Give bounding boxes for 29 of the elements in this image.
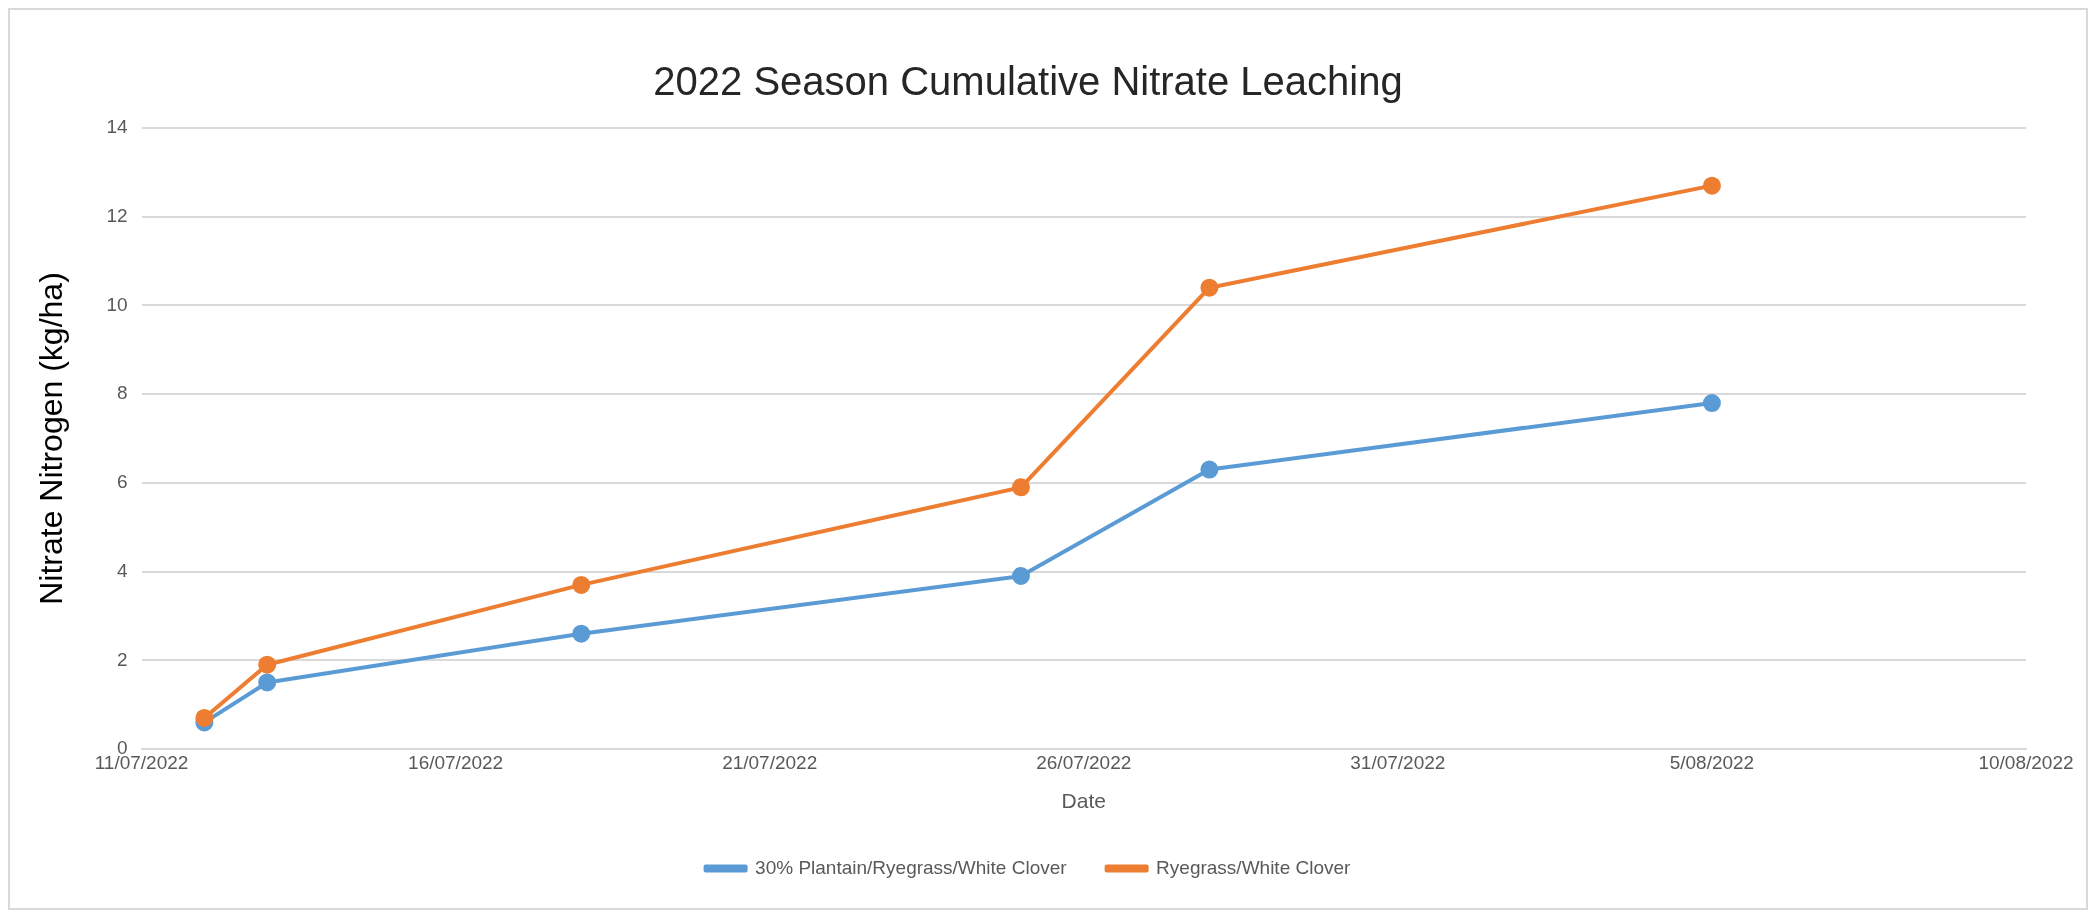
y-tick-label: 10 [106,293,128,315]
point [572,624,591,643]
point [195,708,214,727]
x-tick-label: 5/08/2022 [1669,751,1755,773]
point [1702,394,1721,413]
legend-label: Ryegrass/White Clover [1156,856,1352,878]
point [1011,567,1030,586]
y-axis-title: Nitrate Nitrogen (kg/ha) [33,272,70,605]
y-tick-label: 4 [116,559,128,581]
chart-title: 2022 Season Cumulative Nitrate Leaching [653,59,1403,104]
y-tick-label: 6 [116,471,128,493]
legend-label: 30% Plantain/Ryegrass/White Clover [755,856,1068,878]
x-tick-label: 16/07/2022 [408,751,504,773]
point [258,673,277,692]
x-tick-label: 31/07/2022 [1350,751,1446,773]
point [1200,460,1219,479]
y-tick-label: 8 [116,382,128,404]
x-tick-label: 26/07/2022 [1036,751,1132,773]
x-tick-label: 10/08/2022 [1978,751,2074,773]
x-tick-label: 21/07/2022 [722,751,818,773]
point [258,655,277,674]
point [1200,278,1219,297]
point [1011,478,1030,497]
y-tick-label: 14 [106,116,128,138]
y-tick-label: 12 [106,204,128,226]
y-tick-label: 2 [116,648,128,670]
point [572,575,591,594]
point [1702,176,1721,195]
x-axis-title: Date [1061,789,1106,813]
